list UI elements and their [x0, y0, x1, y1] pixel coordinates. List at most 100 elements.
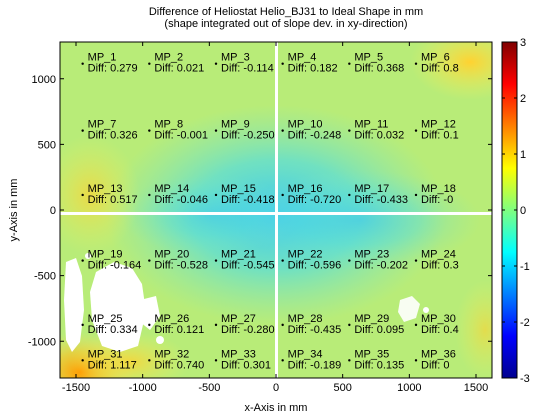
mp-diff: Diff: -0.202 [354, 260, 408, 272]
mp-diff: Diff: 0.095 [354, 324, 404, 336]
mp-name: MP_3 [221, 52, 250, 64]
mp-marker [348, 259, 351, 262]
mp-marker [81, 62, 84, 65]
mp-name: MP_33 [221, 348, 256, 360]
mp-marker [214, 129, 218, 132]
mp-name: MP_26 [154, 313, 189, 325]
mp-marker [414, 259, 418, 262]
x-tick-label: -1500 [62, 382, 90, 394]
mp-diff: Diff: 0.279 [88, 63, 138, 75]
y-tick-label: 0 [50, 205, 56, 217]
mp-diff: Diff: 0.3 [421, 260, 459, 272]
mp-marker [281, 193, 284, 197]
mp-marker [81, 259, 84, 262]
mp-marker [148, 259, 151, 262]
mp-marker [148, 323, 151, 327]
mp-diff: Diff: 0.021 [154, 63, 204, 75]
mp-diff: Diff: -0.189 [288, 359, 342, 371]
mp-name: MP_11 [354, 119, 388, 131]
mp-name: MP_18 [421, 183, 456, 195]
mp-marker [148, 129, 151, 132]
mp-name: MP_9 [221, 119, 250, 131]
mp-diff: Diff: -0.250 [221, 130, 275, 142]
mp-name: MP_23 [354, 249, 389, 261]
mp-diff: Diff: 0.182 [288, 63, 338, 75]
mp-diff: Diff: -0.545 [221, 260, 275, 272]
mp-name: MP_2 [154, 52, 183, 64]
mp-diff: Diff: 0.740 [154, 359, 204, 371]
x-tick-label: 0 [273, 382, 279, 394]
mp-diff: Diff: -0.433 [354, 194, 408, 206]
mp-marker [81, 359, 84, 362]
mp-diff: Diff: 0.301 [221, 359, 271, 371]
mp-marker [214, 62, 218, 65]
mp-name: MP_30 [421, 313, 456, 325]
mp-name: MP_27 [221, 313, 256, 325]
mp-marker [214, 193, 218, 197]
mp-diff: Diff: 0.334 [88, 324, 138, 336]
mp-name: MP_36 [421, 348, 456, 360]
mp-marker [348, 323, 351, 327]
mp-name: MP_16 [288, 183, 323, 195]
mp-diff: Diff: 0 [421, 359, 450, 371]
mp-marker [414, 193, 418, 197]
mp-marker [281, 359, 284, 362]
mp-diff: Diff: -0.164 [88, 260, 142, 272]
mp-name: MP_29 [354, 313, 389, 325]
mp-name: MP_25 [88, 313, 123, 325]
mp-diff: Diff: 0.135 [354, 359, 404, 371]
mp-diff: Diff: -0.001 [154, 130, 208, 142]
mp-marker [81, 193, 84, 197]
colorbar-tick-label: 0 [520, 205, 526, 217]
colorbar-tick-label: 1 [520, 149, 526, 161]
colorbar-tick-label: -2 [520, 317, 530, 329]
mp-marker [348, 359, 351, 362]
mp-diff: Diff: 0.8 [421, 63, 459, 75]
mp-marker [281, 62, 284, 65]
mp-marker [281, 129, 284, 132]
mp-diff: Diff: -0.248 [288, 130, 342, 142]
x-tick-label: 1000 [397, 382, 421, 394]
x-tick-label: -1000 [129, 382, 157, 394]
mp-marker [214, 359, 218, 362]
mp-diff: Diff: -0.114 [221, 63, 274, 75]
mp-marker [148, 193, 151, 197]
mp-diff: Diff: 0.517 [88, 194, 138, 206]
mp-marker [81, 129, 84, 132]
mp-marker [414, 323, 418, 327]
mp-diff: Diff: -0 [421, 194, 453, 206]
mp-diff: Diff: -0.418 [221, 194, 275, 206]
mp-name: MP_13 [88, 183, 123, 195]
mp-marker [81, 323, 84, 327]
mp-diff: Diff: 0.326 [88, 130, 138, 142]
mp-name: MP_32 [154, 348, 189, 360]
mp-marker [414, 62, 418, 65]
colorbar-tick-label: 3 [520, 37, 526, 49]
mp-marker [414, 129, 418, 132]
mp-marker [214, 323, 218, 327]
mp-diff: Diff: -0.528 [154, 260, 208, 272]
mp-name: MP_28 [288, 313, 323, 325]
mp-name: MP_20 [154, 249, 189, 261]
